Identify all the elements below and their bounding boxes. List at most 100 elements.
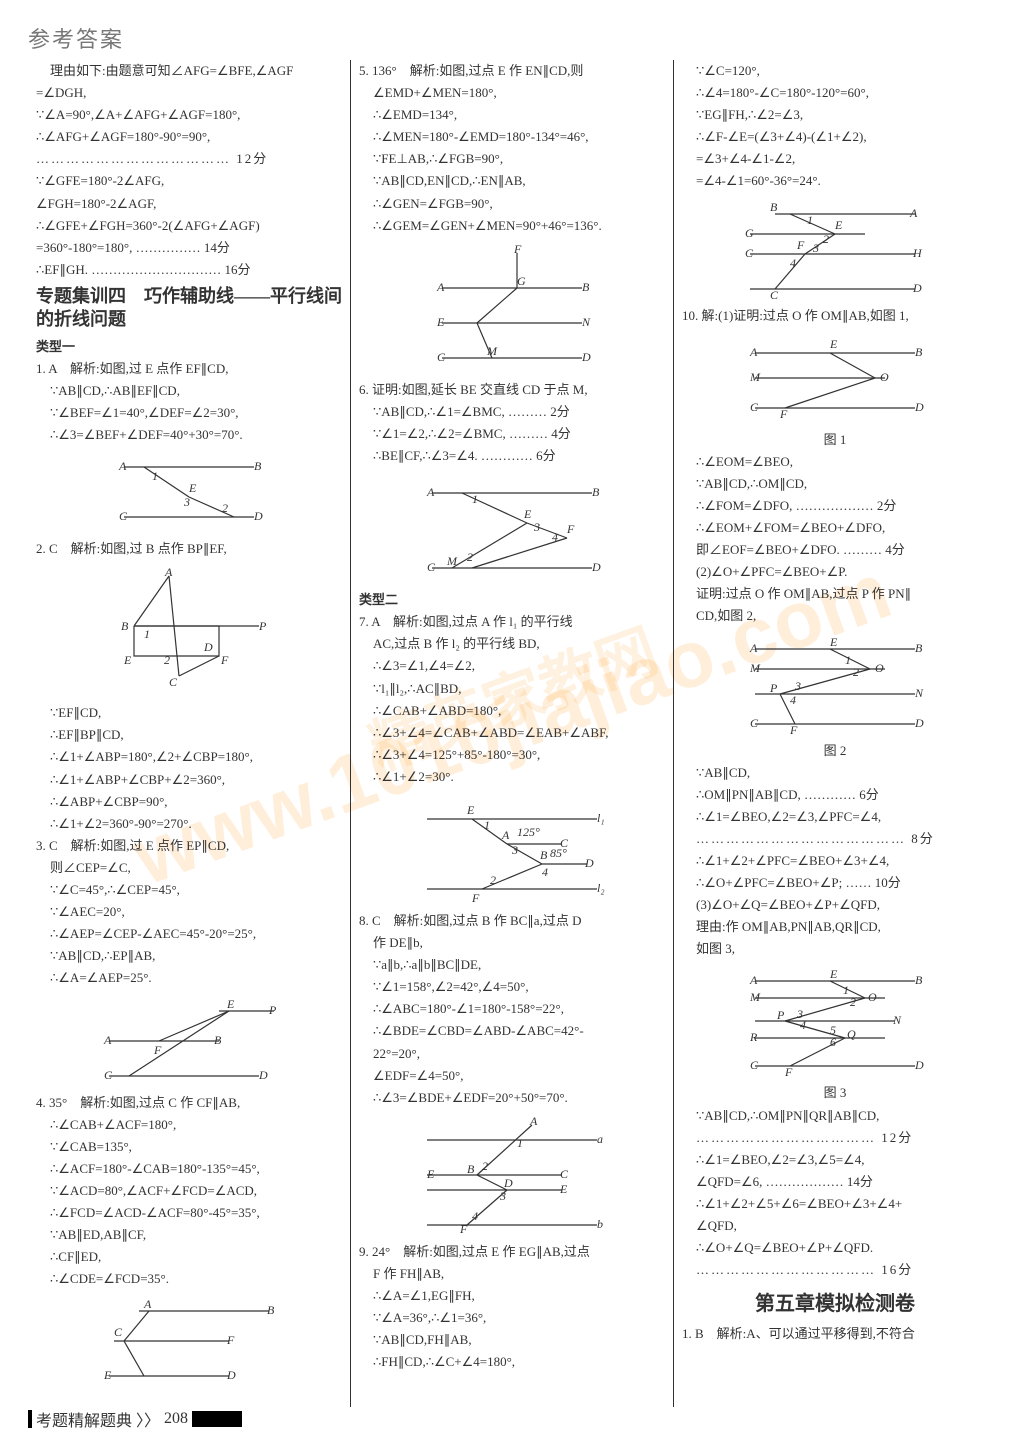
svg-text:F: F xyxy=(796,238,805,252)
subtype-label: 类型一 xyxy=(36,336,342,358)
svg-text:P: P xyxy=(776,1008,785,1022)
svg-text:P: P xyxy=(258,619,267,633)
column-2: 5. 136° 解析:如图,过点 E 作 EN∥CD,则 ∠EMD+∠MEN=1… xyxy=(350,60,673,1407)
svg-text:D: D xyxy=(914,400,924,414)
text-line: 4. 35° 解析:如图,过点 C 作 CF∥AB, xyxy=(36,1092,342,1114)
footer-black-box xyxy=(192,1411,242,1427)
svg-text:B: B xyxy=(770,200,778,214)
svg-text:1: 1 xyxy=(807,213,813,227)
text-line: ∴∠A=∠AEP=25°. xyxy=(36,967,342,989)
svg-text:E: E xyxy=(123,653,132,667)
text-line: ∵AB∥CD,EN∥CD,∴EN∥AB, xyxy=(359,170,665,192)
text-line: ∴∠GEN=∠FGB=90°, xyxy=(359,193,665,215)
svg-text:3: 3 xyxy=(794,679,801,693)
svg-text:R: R xyxy=(749,1030,758,1044)
text-line: ∵∠BEF=∠1=40°,∠DEF=∠2=30°, xyxy=(36,402,342,424)
svg-text:E: E xyxy=(559,1182,568,1196)
text-line: ∴∠3=∠1,∠4=∠2, xyxy=(359,655,665,677)
text-line: ∴∠FOM=∠DFO, ……………… 2分 xyxy=(682,495,988,517)
column-1: 理由如下:由题意可知∠AFG=∠BFE,∠AGF =∠DGH, ∵∠A=90°,… xyxy=(28,60,350,1407)
text-line: CD,如图 2, xyxy=(682,605,988,627)
svg-text:2: 2 xyxy=(222,501,228,515)
svg-text:N: N xyxy=(581,315,591,329)
text-line: ……………………………… 12分 xyxy=(682,1127,988,1149)
text-line: ……………………………… 16分 xyxy=(682,1259,988,1281)
svg-text:A: A xyxy=(749,641,758,655)
svg-text:3: 3 xyxy=(183,495,190,509)
text-line: ∴∠MEN=180°-∠EMD=180°-134°=46°, xyxy=(359,126,665,148)
text-line: ∵AB∥CD,∴∠1=∠BMC, ……… 2分 xyxy=(359,401,665,423)
svg-text:F: F xyxy=(226,1333,235,1347)
svg-text:E: E xyxy=(834,218,843,232)
text-line: ∴∠BDE=∠CBD=∠ABD-∠ABC=42°- xyxy=(359,1020,665,1042)
svg-text:1: 1 xyxy=(472,492,478,506)
text-line: ∴∠1+∠2=360°-90°=270°. xyxy=(36,813,342,835)
text-line: =∠4-∠1=60°-36°=24°. xyxy=(682,170,988,192)
svg-text:4: 4 xyxy=(552,530,558,544)
svg-text:P: P xyxy=(769,681,778,695)
text-line: ∴∠1+∠2=30°. xyxy=(359,766,665,788)
svg-text:C: C xyxy=(437,350,446,364)
text-line: 22°=20°, xyxy=(359,1043,665,1065)
text-line: ∴∠AFG+∠AGF=180°-90°=90°, xyxy=(36,126,342,148)
text-line: AC,过点 B 作 l₂ 的平行线 BD, xyxy=(359,633,665,655)
text-line: ∵∠AEC=20°, xyxy=(36,901,342,923)
text-line: ∴∠O+∠PFC=∠BEO+∠P; …… 10分 xyxy=(682,872,988,894)
text-line: ∵∠GFE=180°-2∠AFG, xyxy=(36,170,342,192)
svg-text:D: D xyxy=(581,350,591,364)
text-line: ∴∠ACF=180°-∠CAB=180°-135°=45°, xyxy=(36,1158,342,1180)
svg-text:E: E xyxy=(466,803,475,817)
svg-text:F: F xyxy=(779,407,788,421)
text-line: 5. 136° 解析:如图,过点 E 作 EN∥CD,则 xyxy=(359,60,665,82)
diagram-q3: AB CD EP F xyxy=(99,996,279,1086)
svg-text:F: F xyxy=(513,243,522,256)
text-line: ∴∠ABP+∠CBP=90°, xyxy=(36,791,342,813)
svg-text:E: E xyxy=(523,507,532,521)
text-line: ∠EDF=∠4=50°, xyxy=(359,1065,665,1087)
text-line: ∵∠CAB=135°, xyxy=(36,1136,342,1158)
figure-caption: 图 2 xyxy=(682,740,988,762)
svg-text:E: E xyxy=(829,337,838,351)
svg-text:B: B xyxy=(467,1162,475,1176)
text-line: ∴∠1+∠2+∠5+∠6=∠BEO+∠3+∠4+ xyxy=(682,1193,988,1215)
text-line: (2)∠O+∠PFC=∠BEO+∠P. xyxy=(682,561,988,583)
svg-text:F: F xyxy=(471,891,480,904)
text-line: ∴∠F-∠E=(∠3+∠4)-(∠1+∠2), xyxy=(682,126,988,148)
svg-text:E: E xyxy=(226,997,235,1011)
page-header: 参考答案 xyxy=(28,22,124,54)
text-line: …………………………………… 8分 xyxy=(682,828,988,850)
svg-text:1: 1 xyxy=(144,627,150,641)
footer-label: 考题精解题典 xyxy=(36,1407,132,1431)
svg-text:A: A xyxy=(909,206,918,220)
svg-text:85°: 85° xyxy=(550,846,567,860)
svg-text:C: C xyxy=(770,288,779,299)
text-line: ∴∠FCD=∠ACD-∠ACF=80°-45°=35°, xyxy=(36,1202,342,1224)
svg-text:E: E xyxy=(426,1167,435,1181)
text-line: 即∠EOF=∠BEO+∠DFO. ……… 4分 xyxy=(682,539,988,561)
svg-text:1: 1 xyxy=(843,983,849,997)
svg-text:N: N xyxy=(892,1013,902,1027)
text-line: ∴∠3=∠BDE+∠EDF=20°+50°=70°. xyxy=(359,1087,665,1109)
text-line: 证明:过点 O 作 OM∥AB,过点 P 作 PN∥ xyxy=(682,583,988,605)
svg-text:B: B xyxy=(254,459,262,473)
text-line: =360°-180°=180°, …………… 14分 xyxy=(36,237,342,259)
text-line: ∴∠3=∠BEF+∠DEF=40°+30°=70°. xyxy=(36,424,342,446)
text-line: ∵∠1=158°,∠2=42°,∠4=50°, xyxy=(359,976,665,998)
text-line: ∴∠GEM=∠GEN+∠MEN=90°+46°=136°. xyxy=(359,215,665,237)
svg-text:A: A xyxy=(501,828,510,842)
svg-text:2: 2 xyxy=(850,995,856,1009)
svg-text:E: E xyxy=(103,1368,112,1382)
diagram-q4: AB CF ED xyxy=(99,1296,279,1386)
text-line: ∴∠AEP=∠CEP-∠AEC=45°-20°=25°, xyxy=(36,923,342,945)
text-line: ∴FH∥CD,∴∠C+∠4=180°, xyxy=(359,1351,665,1373)
diagram-q9b: AB GE FH C CD 12 34 xyxy=(735,199,935,299)
svg-text:2: 2 xyxy=(823,232,829,246)
text-line: ∴∠A=∠1,EG∥FH, xyxy=(359,1285,665,1307)
svg-text:M: M xyxy=(446,554,458,568)
svg-text:1: 1 xyxy=(517,1136,523,1150)
footer-bar-icon xyxy=(28,1410,32,1428)
svg-text:C: C xyxy=(750,1058,759,1072)
svg-text:C: C xyxy=(750,400,759,414)
svg-text:D: D xyxy=(912,281,922,295)
svg-text:3: 3 xyxy=(533,520,540,534)
